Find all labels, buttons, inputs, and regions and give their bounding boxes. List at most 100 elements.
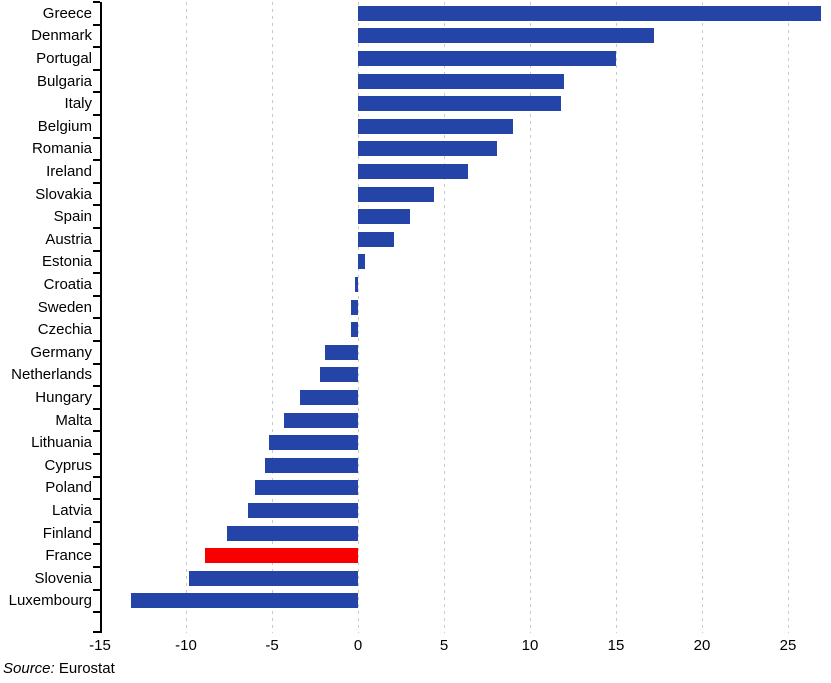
- bar-latvia: [247, 503, 358, 518]
- gridline-x-15: [615, 2, 617, 633]
- bar-czechia: [351, 322, 358, 338]
- y-tick: [93, 204, 100, 207]
- category-label: Sweden: [37, 298, 92, 316]
- category-label: Ireland: [46, 163, 92, 180]
- y-tick: [93, 46, 100, 49]
- category-label: Slovenia: [34, 569, 92, 587]
- y-tick: [93, 631, 100, 633]
- x-tick-label: 10: [521, 637, 539, 654]
- y-tick: [93, 1, 100, 3]
- x-tick-label: 25: [779, 637, 797, 654]
- bar-croatia: [354, 277, 358, 292]
- category-label: Cyprus: [44, 456, 92, 474]
- y-tick: [93, 68, 100, 71]
- category-label: Denmark: [31, 27, 92, 45]
- gridline-x-10: [529, 2, 531, 633]
- category-label: Netherlands: [11, 366, 92, 384]
- y-axis-line: [100, 2, 102, 633]
- category-label: Estonia: [41, 253, 92, 271]
- x-tick-label: -15: [89, 637, 111, 654]
- category-label: Belgium: [37, 117, 92, 135]
- category-label: Romania: [31, 140, 92, 158]
- category-label: Luxembourg: [8, 592, 92, 610]
- y-tick: [93, 272, 100, 275]
- x-tick-label: 5: [439, 637, 449, 654]
- bar-belgium: [358, 118, 513, 134]
- bar-bulgaria: [358, 73, 565, 89]
- category-label: Hungary: [35, 389, 92, 406]
- category-label: France: [45, 547, 92, 565]
- gridline-x-5: [443, 2, 445, 633]
- bar-portugal: [358, 51, 616, 66]
- bar-netherlands: [320, 367, 358, 383]
- category-label: Greece: [42, 4, 92, 22]
- y-tick: [93, 498, 100, 501]
- category-label: Czechia: [37, 321, 92, 339]
- y-tick: [93, 294, 100, 297]
- bar-slovakia: [358, 186, 434, 202]
- source-label: Source:: [3, 660, 55, 677]
- y-tick: [93, 520, 100, 523]
- bar-greece: [358, 5, 821, 21]
- y-tick: [93, 543, 100, 546]
- x-tick-label: 15: [607, 637, 625, 654]
- gridline-x-20: [701, 2, 703, 633]
- bar-finland: [227, 525, 358, 541]
- y-tick: [93, 181, 100, 184]
- y-tick: [93, 453, 100, 455]
- gridline-x--10: [185, 2, 187, 633]
- category-label: Malta: [55, 411, 92, 429]
- x-tick-label: -5: [265, 637, 279, 654]
- category-label: Bulgaria: [36, 72, 92, 90]
- y-tick: [93, 114, 100, 116]
- bar-spain: [358, 209, 410, 225]
- bar-france: [204, 548, 358, 564]
- bar-poland: [254, 480, 358, 496]
- category-label: Portugal: [36, 50, 92, 67]
- category-label: Italy: [64, 95, 92, 113]
- category-label: Latvia: [51, 502, 92, 519]
- y-tick: [93, 566, 100, 568]
- bar-italy: [358, 96, 561, 112]
- source-value: Eurostat: [54, 660, 115, 677]
- bar-slovenia: [189, 570, 358, 586]
- y-tick: [93, 159, 100, 162]
- category-label: Croatia: [43, 276, 92, 293]
- category-label: Spain: [53, 208, 92, 226]
- bar-sweden: [351, 299, 358, 315]
- y-tick: [93, 23, 100, 26]
- x-tick-label: 0: [353, 637, 363, 654]
- y-tick: [93, 430, 100, 433]
- y-tick: [93, 91, 100, 94]
- category-label: Germany: [30, 343, 92, 361]
- source-note: Source: Eurostat: [3, 660, 115, 677]
- bar-estonia: [358, 254, 365, 270]
- y-tick: [93, 317, 100, 320]
- category-label: Lithuania: [31, 434, 92, 452]
- category-label: Finland: [42, 524, 92, 542]
- y-tick: [93, 249, 100, 252]
- y-tick: [93, 227, 100, 229]
- category-label: Austria: [45, 230, 92, 248]
- bar-malta: [284, 412, 358, 428]
- bar-austria: [358, 231, 395, 247]
- gridline-x-25: [787, 2, 789, 633]
- bar-ireland: [358, 164, 469, 179]
- bar-luxembourg: [130, 593, 358, 609]
- gridline-x-0: [357, 2, 359, 633]
- y-tick: [93, 407, 100, 410]
- bar-romania: [358, 141, 498, 157]
- y-tick: [93, 136, 100, 139]
- bar-denmark: [358, 28, 654, 44]
- y-tick: [93, 340, 100, 342]
- bar-germany: [325, 344, 358, 360]
- y-tick: [93, 475, 100, 478]
- y-tick: [93, 385, 100, 388]
- category-label: Poland: [45, 479, 92, 497]
- y-tick: [93, 362, 100, 365]
- gridline-x--5: [271, 2, 273, 633]
- bar-cyprus: [265, 457, 358, 473]
- x-tick-label: 20: [693, 637, 711, 654]
- x-tick-label: -10: [175, 637, 197, 654]
